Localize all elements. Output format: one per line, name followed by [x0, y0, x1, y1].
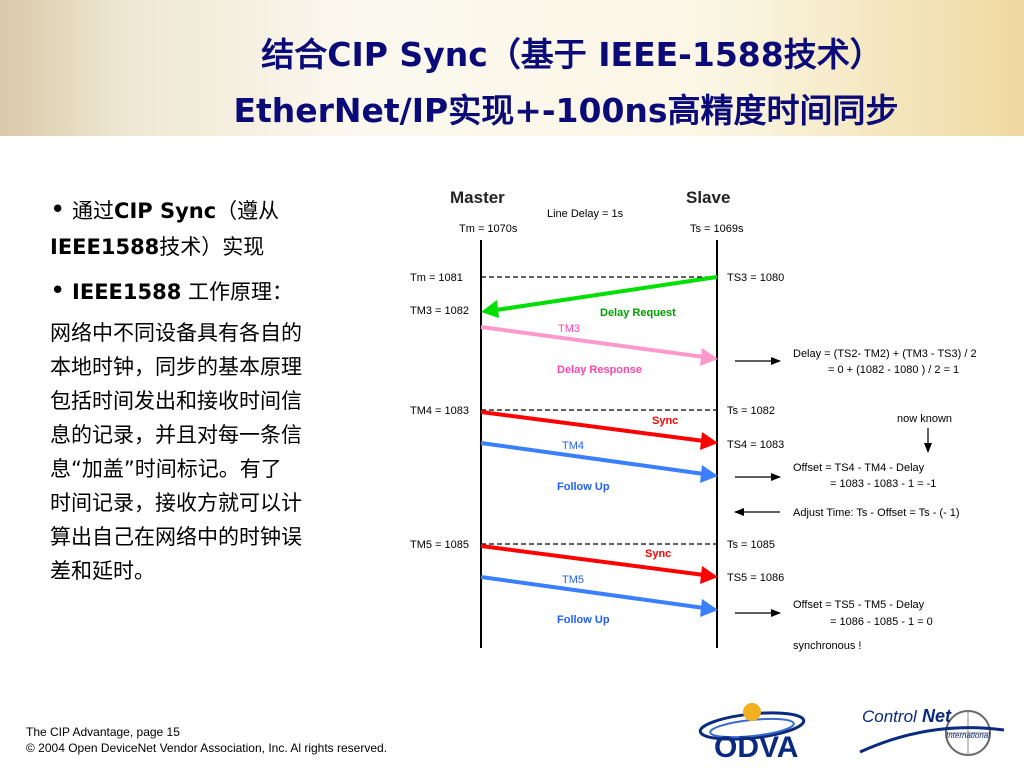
synchronous-label: synchronous !	[793, 640, 861, 652]
bullet-1-line2-bold: IEEE1588	[50, 235, 160, 259]
tm4-label: TM4 = 1083	[410, 405, 469, 417]
bullet-1-line2-suffix: 技术）实现	[159, 235, 265, 259]
para-line: 包括时间发出和接收时间信	[50, 389, 302, 413]
offset1-formula-line2: = 1083 - 1083 - 1 = -1	[830, 478, 936, 490]
bullet-dot: •	[50, 276, 66, 306]
offset1-formula-line1: Offset = TS4 - TM4 - Delay	[793, 462, 925, 474]
bullet-ieee1588: • IEEE1588 工作原理：	[50, 273, 400, 310]
para-line: 息的记录，并且对每一条信	[50, 423, 302, 447]
ts-start-label: Ts = 1069s	[690, 223, 744, 235]
principle-paragraph: 网络中不同设备具有各自的 本地时钟，同步的基本原理 包括时间发出和接收时间信 息…	[50, 316, 400, 588]
left-text-block: • 通过CIP Sync（遵从 IEEE1588技术）实现 • IEEE1588…	[50, 192, 400, 588]
footer-page: The CIP Advantage, page 15	[26, 725, 180, 739]
now-known-label: now known	[897, 413, 952, 425]
delay-request-label: Delay Request	[600, 307, 676, 319]
bullet-1-suffix: （遵从	[216, 199, 280, 223]
ts3-label: TS3 = 1080	[727, 272, 784, 284]
tm5-msg-label: TM5	[562, 574, 584, 586]
para-line: 算出自己在网络中的时钟误	[50, 525, 302, 549]
delay-formula-line1: Delay = (TS2- TM2) + (TM3 - TS3) / 2	[793, 348, 977, 360]
bullet-1-prefix: 通过	[72, 199, 115, 223]
footer-copyright: © 2004 Open DeviceNet Vendor Association…	[26, 741, 388, 755]
tm-start-label: Tm = 1070s	[459, 223, 518, 235]
tm3-msg-label: TM3	[558, 323, 580, 335]
slave-label: Slave	[686, 188, 730, 207]
offset2-formula-line2: = 1086 - 1085 - 1 = 0	[830, 616, 933, 628]
adjust-time-label: Adjust Time: Ts - Offset = Ts - (- 1)	[793, 507, 960, 519]
odva-logo: ODVA	[698, 703, 806, 764]
delay-formula-line2: = 0 + (1082 - 1080 ) / 2 = 1	[828, 364, 959, 376]
bullet-2-bold: IEEE1588	[72, 280, 182, 304]
controlnet-wordmark-control: Control	[862, 707, 918, 726]
para-line: 差和延时。	[50, 559, 155, 583]
tm3-label: TM3 = 1082	[410, 305, 469, 317]
para-line: 时间记录，接收方就可以计	[50, 491, 302, 515]
tm-1081-label: Tm = 1081	[410, 272, 463, 284]
follow-up-arrow-2	[480, 575, 718, 617]
sync-label-2: Sync	[645, 548, 671, 560]
delay-request-arrow	[481, 275, 718, 318]
odva-wordmark: ODVA	[714, 731, 798, 764]
controlnet-international: International	[946, 731, 990, 740]
delay-response-arrow	[480, 325, 718, 366]
follow-up-label-2: Follow Up	[557, 614, 610, 626]
bullet-cip-sync: • 通过CIP Sync（遵从 IEEE1588技术）实现	[50, 192, 400, 265]
follow-up-label-1: Follow Up	[557, 481, 610, 493]
ts-1082-label: Ts = 1082	[727, 405, 775, 417]
sync-label-1: Sync	[652, 415, 678, 427]
delay-response-label: Delay Response	[557, 364, 642, 376]
sync-arrow-2	[480, 544, 718, 584]
tm5-label: TM5 = 1085	[410, 539, 469, 551]
footer: The CIP Advantage, page 15 © 2004 Open D…	[26, 724, 387, 756]
ts4-label: TS4 = 1083	[727, 439, 784, 451]
controlnet-wordmark-net: Net	[922, 706, 952, 726]
para-line: 网络中不同设备具有各自的	[50, 321, 302, 345]
bullet-2-suffix: 工作原理：	[181, 280, 294, 304]
follow-up-arrow-1	[480, 441, 718, 483]
offset2-formula-line1: Offset = TS5 - TM5 - Delay	[793, 599, 925, 611]
tm4-msg-label: TM4	[562, 440, 584, 452]
page-title-line2: EtherNet/IP实现+-100ns高精度时间同步	[233, 91, 899, 130]
bullet-dot: •	[50, 195, 66, 225]
line-delay-label: Line Delay = 1s	[547, 208, 624, 220]
para-line: 本地时钟，同步的基本原理	[50, 355, 302, 379]
sync-arrow-1	[480, 410, 718, 450]
controlnet-logo: Control Net International	[859, 706, 1005, 756]
para-line: 息“加盖”时间标记。有了	[50, 457, 282, 481]
ts5-label: TS5 = 1086	[727, 572, 784, 584]
ts-1085-label: Ts = 1085	[727, 539, 775, 551]
bullet-1-bold: CIP Sync	[114, 199, 217, 223]
page-title-line1: 结合CIP Sync（基于 IEEE-1588技术）	[261, 35, 883, 74]
header-band	[0, 0, 1024, 136]
master-label: Master	[450, 188, 505, 207]
